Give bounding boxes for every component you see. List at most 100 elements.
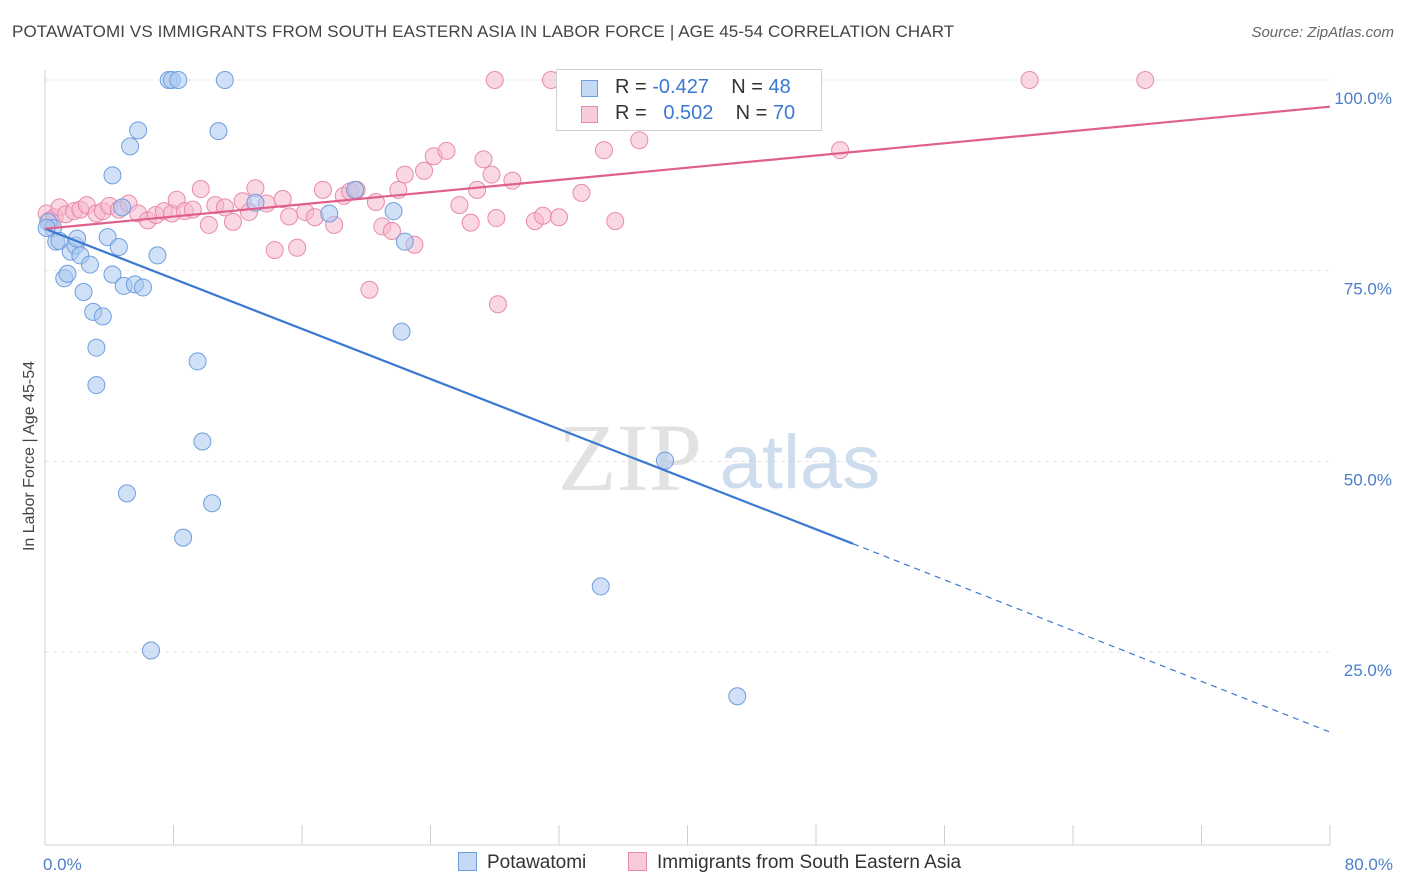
point-potawatomi <box>87 338 106 357</box>
point-immigrants <box>191 180 210 199</box>
point-potawatomi <box>109 238 128 257</box>
y-axis-label: In Labor Force | Age 45-54 <box>21 361 38 551</box>
legend-n-value: 70 <box>772 102 796 124</box>
legend-n-label: N = <box>735 102 768 124</box>
point-potawatomi <box>80 255 99 274</box>
legend-n-value: 48 <box>768 76 791 98</box>
y-tick-label: 50.0% <box>1344 470 1392 489</box>
point-potawatomi <box>117 484 136 503</box>
data-points <box>37 71 1155 706</box>
axes <box>44 70 1331 846</box>
point-immigrants <box>550 208 568 227</box>
legend-swatch-pink <box>581 106 598 123</box>
point-potawatomi <box>346 180 365 199</box>
point-immigrants <box>265 241 284 260</box>
point-potawatomi <box>215 71 234 89</box>
point-immigrants <box>288 238 307 257</box>
point-potawatomi <box>103 166 122 185</box>
point-immigrants <box>468 180 487 199</box>
y-tick-label: 100.0% <box>1334 89 1392 108</box>
point-potawatomi <box>169 71 188 89</box>
point-immigrants <box>594 141 613 160</box>
point-immigrants <box>1136 71 1155 89</box>
series-legend-potawatomi: Potawatomi <box>458 852 586 876</box>
point-immigrants <box>503 171 522 190</box>
watermark-atlas: atlas <box>720 420 881 505</box>
point-immigrants <box>437 141 456 160</box>
point-immigrants <box>450 196 469 215</box>
grid-lines <box>45 79 1330 653</box>
point-immigrants <box>482 165 501 184</box>
point-immigrants <box>831 141 850 160</box>
legend-r-value: -0.427 <box>652 76 709 98</box>
point-potawatomi <box>74 283 93 302</box>
point-potawatomi <box>129 121 148 140</box>
point-potawatomi <box>174 528 193 547</box>
axis-labels: In Labor Force | Age 45-54 25.0% 50.0% 75.… <box>21 89 1393 874</box>
legend-n-label: N = <box>731 76 763 98</box>
legend-r-value: 0.502 <box>663 102 714 124</box>
legend-swatch-blue <box>581 80 598 97</box>
series-legend-label: Potawatomi <box>487 852 587 873</box>
point-immigrants <box>382 222 401 241</box>
point-immigrants <box>488 295 507 314</box>
legend-r-label: R = <box>615 76 647 98</box>
point-potawatomi <box>193 432 212 451</box>
point-potawatomi <box>395 232 414 251</box>
legend-r-label: R = <box>615 102 647 124</box>
point-immigrants <box>630 131 649 150</box>
point-potawatomi <box>728 687 747 706</box>
point-potawatomi <box>209 122 228 141</box>
trend-line-immigrants <box>44 105 1331 230</box>
series-legend-immigrants: Immigrants from South Eastern Asia <box>628 852 961 876</box>
point-potawatomi <box>113 198 132 217</box>
point-potawatomi <box>384 202 403 221</box>
point-immigrants <box>461 213 480 232</box>
series-legend-label: Immigrants from South Eastern Asia <box>657 852 962 873</box>
point-immigrants <box>395 165 414 184</box>
point-potawatomi <box>320 204 339 223</box>
point-immigrants <box>360 280 379 299</box>
point-immigrants <box>572 183 591 202</box>
point-immigrants <box>280 207 299 226</box>
point-potawatomi <box>133 278 152 297</box>
point-potawatomi <box>98 228 117 247</box>
series-legend-swatch-pink <box>628 852 647 871</box>
point-immigrants <box>533 206 552 225</box>
y-tick-label: 25.0% <box>1344 661 1392 680</box>
chart-title: POTAWATOMI VS IMMIGRANTS FROM SOUTH EAST… <box>12 22 955 41</box>
x-tick-label-max: 80.0% <box>1345 855 1393 874</box>
point-immigrants <box>199 215 218 234</box>
point-potawatomi <box>246 193 265 212</box>
point-immigrants <box>223 212 242 231</box>
source-label: Source: ZipAtlas.com <box>1251 24 1394 41</box>
x-tick-label-min: 0.0% <box>43 855 82 874</box>
watermark: ZIP atlas <box>558 404 880 511</box>
point-immigrants <box>1020 71 1039 89</box>
point-potawatomi <box>591 577 610 596</box>
point-potawatomi <box>87 376 106 395</box>
point-potawatomi <box>203 494 222 513</box>
point-potawatomi <box>121 137 140 156</box>
point-immigrants <box>415 161 434 180</box>
point-potawatomi <box>188 352 207 371</box>
point-immigrants <box>487 209 506 228</box>
series-legend-swatch-blue <box>458 852 477 871</box>
point-potawatomi <box>148 246 167 265</box>
y-tick-label: 75.0% <box>1344 280 1392 299</box>
point-potawatomi <box>58 264 77 283</box>
point-potawatomi <box>392 322 411 341</box>
point-immigrants <box>606 212 625 231</box>
point-potawatomi <box>656 451 675 470</box>
trend-lines <box>44 105 1331 733</box>
point-immigrants <box>474 150 493 169</box>
trend-line-potawatomi-extension <box>852 543 1331 733</box>
correlation-legend: R = -0.427 N = 48 R = 0.502 N = 70 <box>556 69 822 131</box>
point-potawatomi <box>93 307 112 326</box>
point-immigrants <box>313 180 332 199</box>
point-immigrants <box>273 189 292 208</box>
point-potawatomi <box>103 265 122 284</box>
point-potawatomi <box>142 641 161 660</box>
trend-line-potawatomi <box>44 227 854 545</box>
